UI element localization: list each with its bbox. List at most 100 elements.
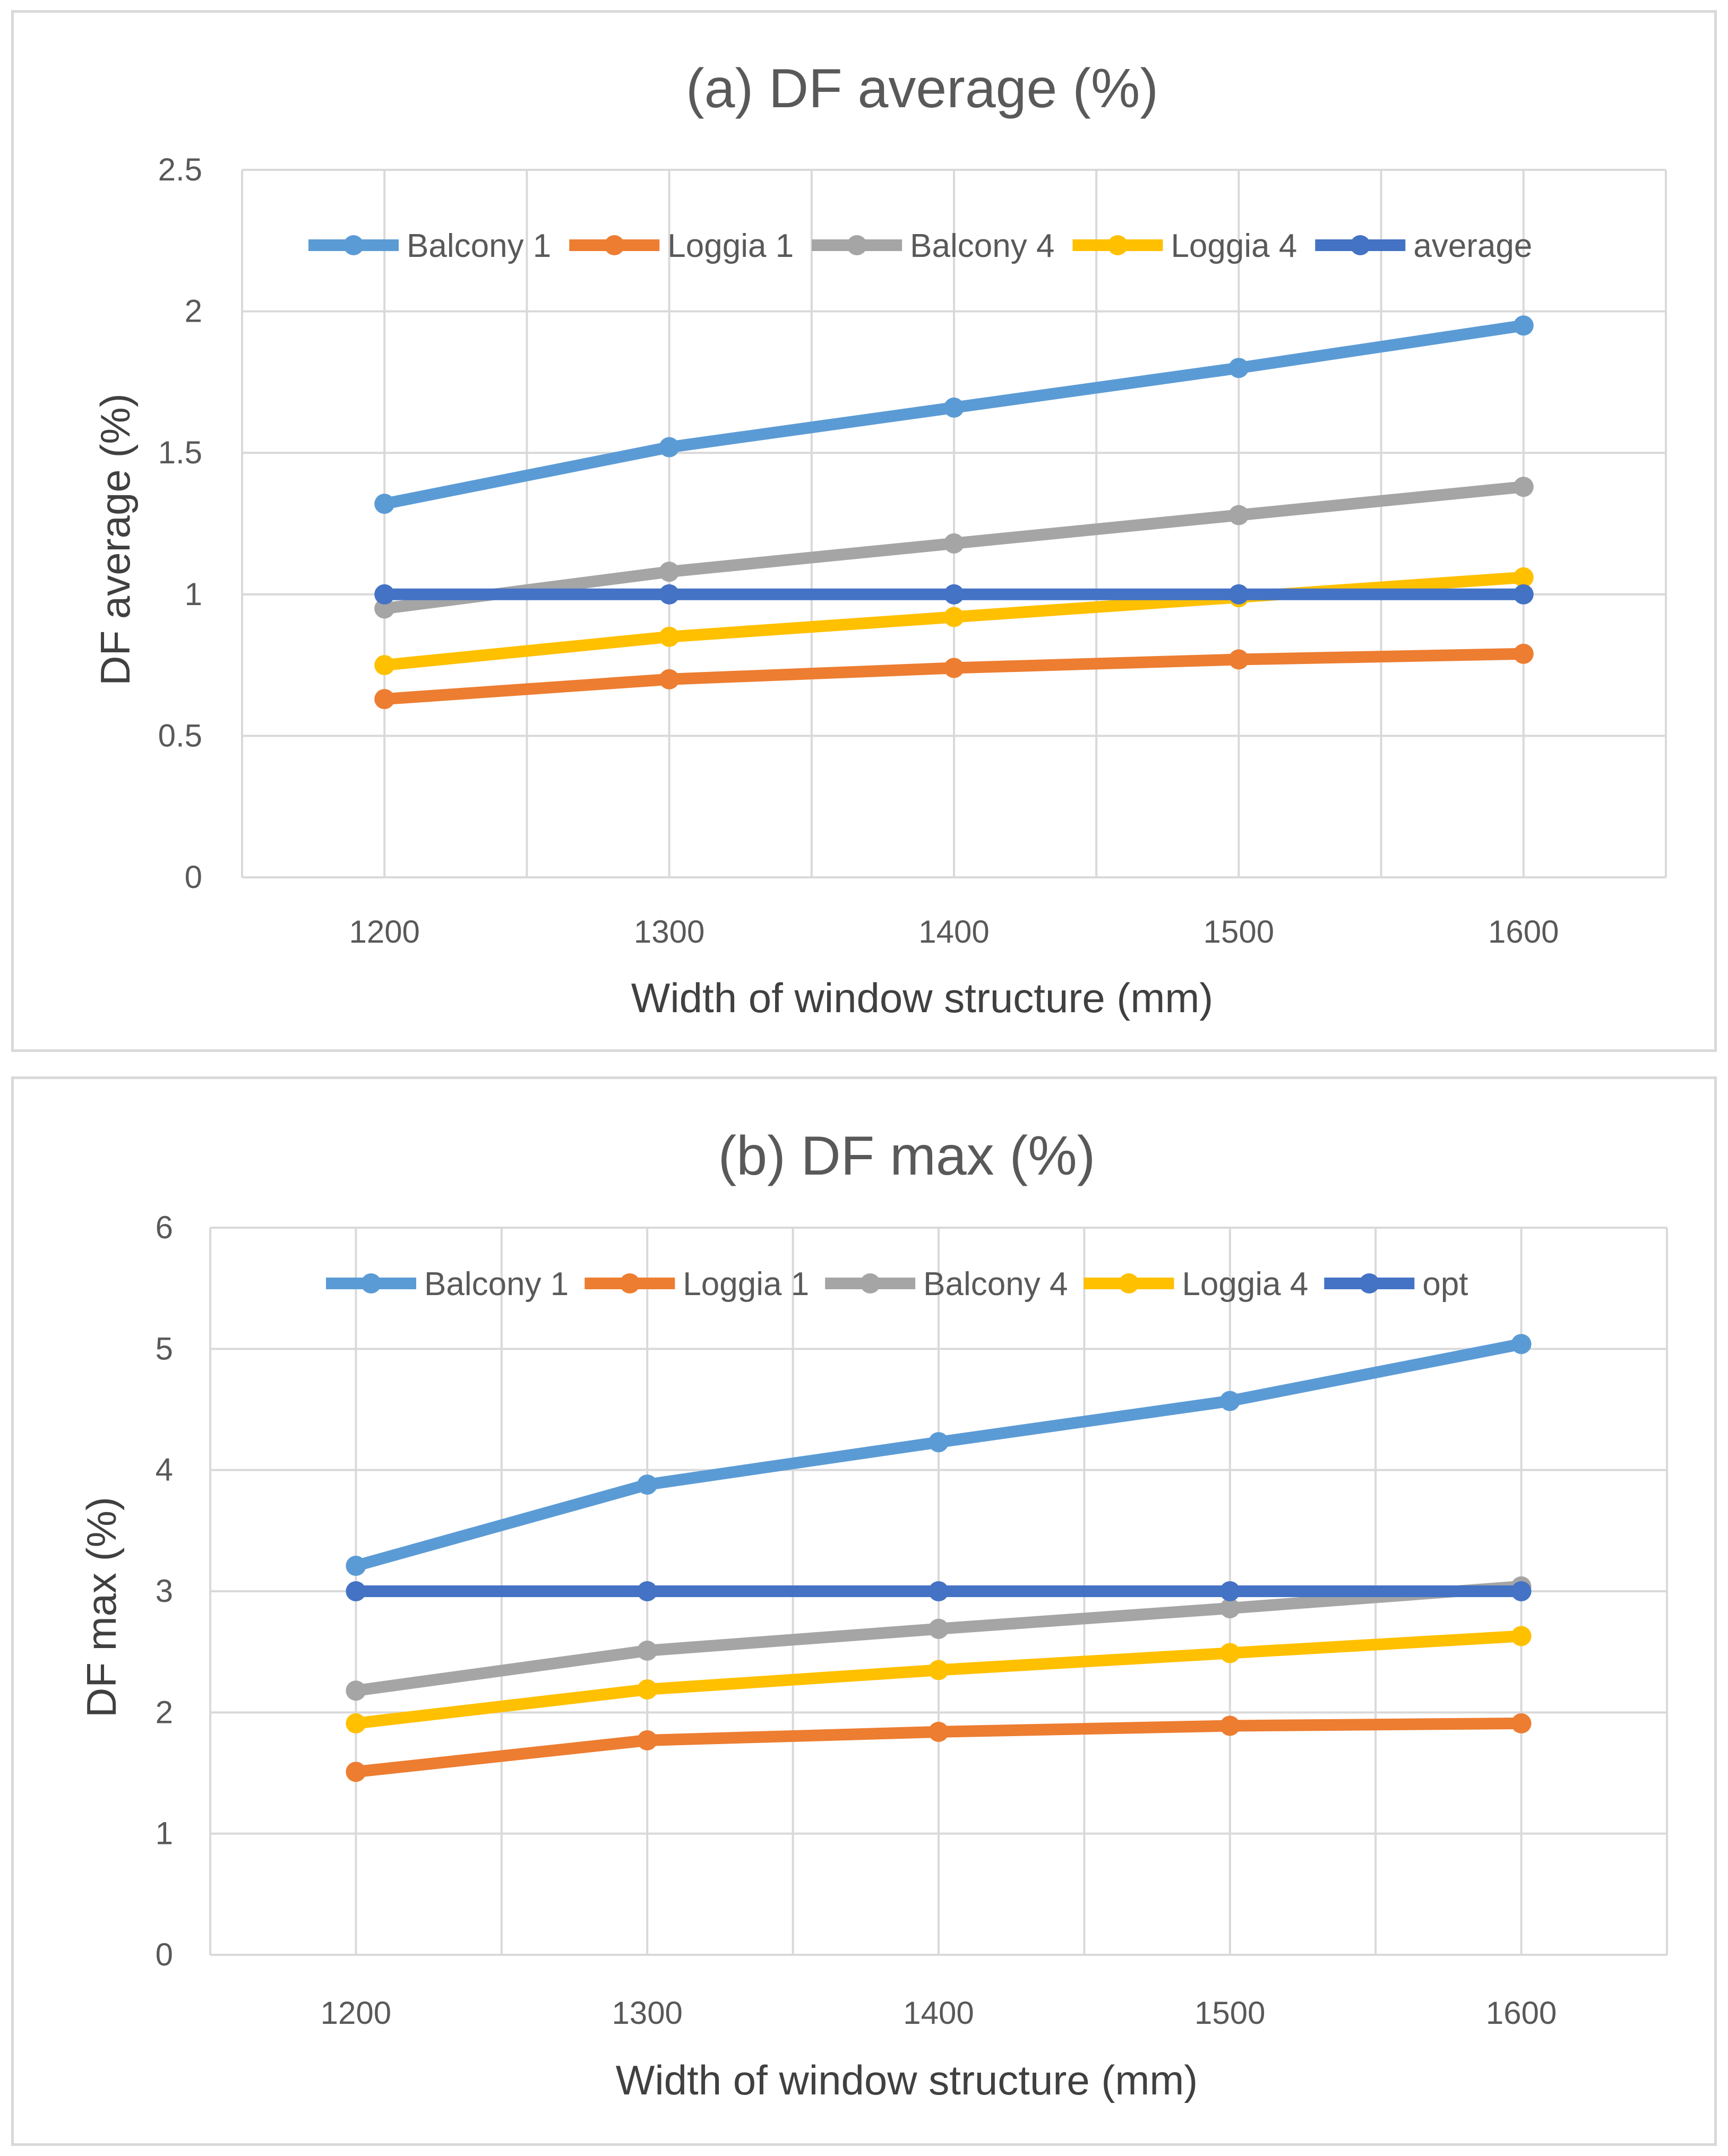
data-point bbox=[1228, 358, 1249, 378]
legend-marker bbox=[620, 1273, 640, 1293]
legend-label: average bbox=[1413, 228, 1532, 264]
data-point bbox=[659, 562, 680, 582]
legend-label: Loggia 4 bbox=[1182, 1266, 1308, 1303]
data-point bbox=[1513, 643, 1534, 664]
y-axis-title: DF max (%) bbox=[78, 1497, 125, 1718]
x-tick-label: 1600 bbox=[1488, 914, 1559, 950]
data-point bbox=[659, 584, 680, 605]
data-point bbox=[659, 626, 680, 647]
data-point bbox=[944, 533, 964, 554]
legend-label: Balcony 1 bbox=[407, 228, 551, 264]
data-point bbox=[1219, 1598, 1240, 1618]
x-tick-label: 1200 bbox=[321, 1995, 391, 2031]
data-point bbox=[374, 689, 395, 710]
legend-marker bbox=[1119, 1273, 1139, 1293]
data-point bbox=[929, 1721, 949, 1742]
data-point bbox=[1219, 1715, 1240, 1736]
data-point bbox=[346, 1762, 366, 1782]
data-point bbox=[929, 1618, 949, 1639]
x-tick-label: 1400 bbox=[918, 914, 989, 950]
legend-label: Balcony 4 bbox=[910, 228, 1054, 264]
legend-label: Loggia 4 bbox=[1171, 228, 1297, 264]
x-tick-label: 1300 bbox=[634, 914, 704, 950]
data-point bbox=[929, 1660, 949, 1680]
y-tick-label: 6 bbox=[156, 1210, 173, 1245]
legend-label: Balcony 4 bbox=[923, 1266, 1068, 1303]
data-point bbox=[944, 397, 964, 418]
y-tick-label: 0 bbox=[156, 1937, 173, 1972]
data-point bbox=[374, 655, 395, 676]
data-point bbox=[1219, 1391, 1240, 1411]
legend-label: Loggia 1 bbox=[667, 228, 794, 264]
data-point bbox=[944, 584, 964, 605]
chart-b-panel: 0 1 2 3 4 5 6 1200 1300 1400 1500 1600 (b) DF max (%… bbox=[11, 1076, 1717, 2146]
data-point bbox=[374, 598, 395, 619]
legend-marker bbox=[1359, 1273, 1380, 1293]
y-tick-label: 1 bbox=[185, 576, 202, 612]
data-point bbox=[637, 1679, 658, 1700]
legend-label: Loggia 1 bbox=[683, 1266, 809, 1303]
y-tick-label: 1 bbox=[156, 1816, 173, 1851]
y-tick-label: 2.5 bbox=[158, 152, 202, 187]
chart-title: (b) DF max (%) bbox=[718, 1125, 1096, 1187]
data-point bbox=[1228, 584, 1249, 605]
legend-marker bbox=[847, 235, 867, 255]
data-point bbox=[929, 1581, 949, 1601]
data-point bbox=[1511, 1626, 1532, 1646]
y-axis-title: DF average (%) bbox=[92, 393, 139, 686]
data-point bbox=[659, 437, 680, 458]
x-tick-label: 1500 bbox=[1194, 1995, 1265, 2031]
legend-marker bbox=[1107, 235, 1128, 255]
x-tick-label: 1600 bbox=[1486, 1995, 1557, 2031]
x-tick-label: 1400 bbox=[903, 1995, 974, 2031]
data-point bbox=[346, 1556, 366, 1576]
legend-label: opt bbox=[1422, 1266, 1468, 1303]
data-point bbox=[637, 1640, 658, 1661]
data-point bbox=[346, 1581, 366, 1601]
data-point bbox=[944, 658, 964, 678]
data-point bbox=[1513, 567, 1534, 588]
chart-a: 0 0.5 1 1.5 2 2.5 1200 1300 1400 1500 1600 (a) DF a… bbox=[92, 58, 1667, 1021]
legend-marker bbox=[1350, 235, 1371, 255]
data-point bbox=[346, 1713, 366, 1734]
chart-b: 0 1 2 3 4 5 6 1200 1300 1400 1500 1600 (b) DF max (%… bbox=[78, 1125, 1668, 2103]
data-point bbox=[346, 1680, 366, 1701]
data-point bbox=[1511, 1334, 1532, 1355]
y-tick-label: 0.5 bbox=[158, 718, 202, 753]
data-point bbox=[637, 1581, 658, 1601]
data-point bbox=[1513, 477, 1534, 497]
legend-label: Balcony 1 bbox=[424, 1266, 569, 1303]
data-point bbox=[1219, 1581, 1240, 1601]
data-point bbox=[929, 1432, 949, 1453]
x-tick-label: 1300 bbox=[612, 1995, 682, 2031]
y-tick-label: 3 bbox=[156, 1573, 173, 1609]
data-point bbox=[1513, 315, 1534, 336]
data-point bbox=[374, 494, 395, 514]
legend-marker bbox=[343, 235, 364, 255]
x-axis-title: Width of window structure (mm) bbox=[631, 974, 1214, 1021]
data-point bbox=[1228, 505, 1249, 525]
y-tick-label: 2 bbox=[185, 294, 202, 329]
data-point bbox=[944, 607, 964, 627]
data-point bbox=[637, 1730, 658, 1750]
data-point bbox=[1511, 1581, 1532, 1601]
y-tick-label: 2 bbox=[156, 1694, 173, 1730]
data-point bbox=[1219, 1643, 1240, 1663]
data-point bbox=[374, 584, 395, 605]
data-point bbox=[1228, 649, 1249, 670]
data-point bbox=[637, 1474, 658, 1495]
y-tick-label: 1.5 bbox=[158, 435, 202, 470]
chart-title: (a) DF average (%) bbox=[686, 58, 1158, 119]
data-point bbox=[1511, 1713, 1532, 1734]
x-axis-title: Width of window structure (mm) bbox=[616, 2057, 1198, 2103]
y-tick-label: 5 bbox=[156, 1331, 173, 1366]
chart-a-panel: 0 0.5 1 1.5 2 2.5 1200 1300 1400 1500 1600 (a) DF a… bbox=[11, 10, 1717, 1052]
legend-marker bbox=[604, 235, 625, 255]
x-tick-label: 1500 bbox=[1203, 914, 1274, 950]
data-point bbox=[1513, 584, 1534, 605]
legend-marker bbox=[860, 1273, 881, 1293]
y-tick-label: 0 bbox=[185, 859, 202, 895]
y-tick-label: 4 bbox=[156, 1452, 173, 1488]
data-point bbox=[659, 669, 680, 689]
x-tick-label: 1200 bbox=[349, 914, 419, 950]
